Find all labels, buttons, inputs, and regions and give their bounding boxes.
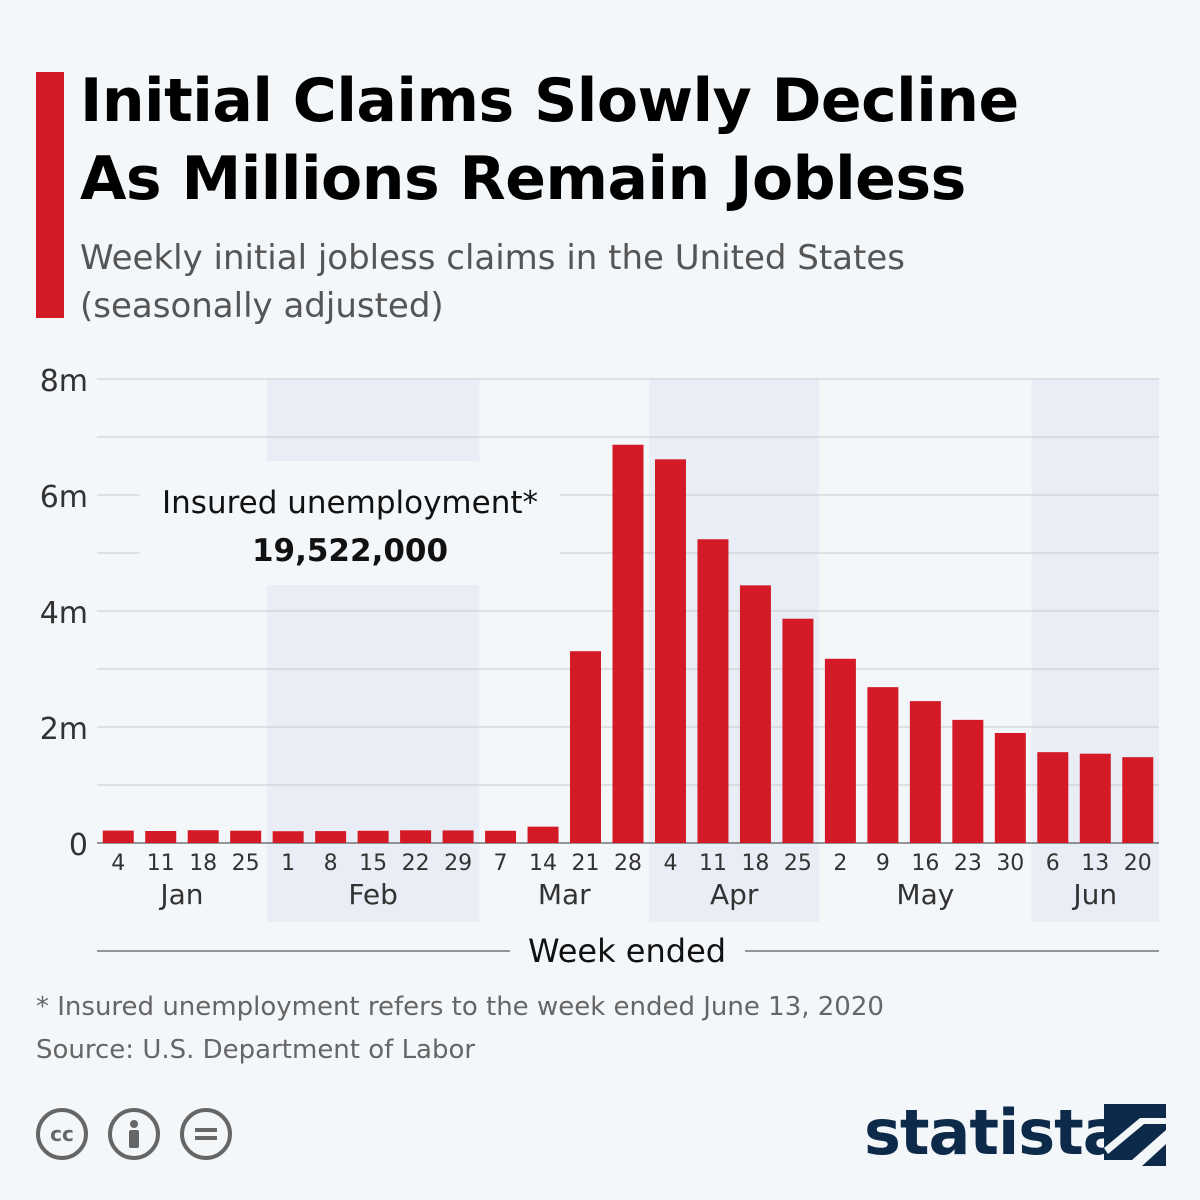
x-tick-label: 6 [1046, 851, 1060, 876]
x-tick-label: 9 [876, 851, 890, 876]
x-tick-label: 22 [402, 851, 430, 876]
bar [230, 830, 262, 843]
x-tick-label: 11 [699, 851, 727, 876]
cc-icon: cc [36, 1108, 88, 1160]
bar [527, 826, 559, 843]
bar [952, 719, 984, 843]
x-tick-label: 18 [189, 851, 217, 876]
x-tick-label: 8 [324, 851, 338, 876]
x-tick-label: 14 [529, 851, 557, 876]
bar [400, 830, 432, 843]
bar [272, 831, 304, 843]
bar [442, 830, 474, 843]
title-line-1: Initial Claims Slowly Decline [80, 66, 1019, 136]
bar [994, 732, 1026, 843]
x-tick-label: 1 [281, 851, 295, 876]
subtitle-line-2: (seasonally adjusted) [80, 286, 444, 326]
bar [782, 618, 814, 843]
x-tick-label: 13 [1081, 851, 1109, 876]
chart-subtitle: Weekly initial jobless claims in the Uni… [80, 234, 905, 330]
bar [357, 830, 389, 843]
subtitle-line-1: Weekly initial jobless claims in the Uni… [80, 238, 905, 278]
month-label: Mar [538, 878, 591, 911]
source: Source: U.S. Department of Labor [36, 1035, 476, 1065]
bar [824, 658, 856, 843]
x-tick-label: 16 [911, 851, 939, 876]
x-tick-label: 4 [111, 851, 125, 876]
x-tick-label: 25 [784, 851, 812, 876]
x-tick-label: 2 [833, 851, 847, 876]
month-band [266, 379, 480, 461]
bar [867, 687, 899, 843]
bar [1079, 753, 1111, 843]
x-tick-label: 28 [614, 851, 642, 876]
statista-logo: statista [864, 1096, 1125, 1169]
bar [1122, 757, 1154, 843]
x-tick-label: 4 [663, 851, 677, 876]
brand-text: statista [864, 1096, 1125, 1169]
bar [739, 585, 771, 843]
x-tick-label: 29 [444, 851, 472, 876]
x-tick-label: 23 [954, 851, 982, 876]
title-line-2: As Millions Remain Jobless [80, 144, 966, 214]
x-tick-label: 18 [741, 851, 769, 876]
bar [570, 651, 602, 843]
accent-bar [36, 72, 64, 318]
bar [612, 444, 644, 843]
y-tick-label: 2m [40, 712, 88, 747]
x-tick-label: 7 [494, 851, 508, 876]
no-derivatives-icon [180, 1108, 232, 1160]
month-band [266, 585, 480, 922]
annotation-label: Insured unemployment* [162, 485, 538, 521]
x-tick-label: 21 [572, 851, 600, 876]
bar [697, 539, 729, 843]
bar [909, 701, 941, 843]
footnote: * Insured unemployment refers to the wee… [36, 992, 884, 1022]
x-tick-label: 25 [232, 851, 260, 876]
bar [315, 831, 347, 843]
x-tick-label: 20 [1124, 851, 1152, 876]
bar [145, 830, 177, 843]
x-axis-label: Week ended [528, 932, 726, 970]
bar [102, 830, 134, 843]
x-tick-label: 30 [996, 851, 1024, 876]
y-tick-label: 8m [40, 364, 88, 399]
y-tick-label: 6m [40, 480, 88, 515]
month-label: Jun [1071, 878, 1117, 911]
bar [1037, 752, 1069, 843]
y-tick-label: 0 [69, 828, 88, 863]
bar [485, 830, 517, 843]
month-label: May [896, 878, 954, 911]
attribution-icon [108, 1108, 160, 1160]
month-label: Apr [710, 878, 759, 911]
bar [654, 459, 686, 843]
cc-text: cc [50, 1122, 74, 1146]
bar [187, 830, 219, 843]
statista-logo-mark [1104, 1104, 1166, 1166]
y-tick-label: 4m [40, 596, 88, 631]
x-tick-label: 11 [147, 851, 175, 876]
month-label: Feb [348, 878, 398, 911]
month-label: Jan [158, 878, 203, 911]
chart-title: Initial Claims Slowly Decline As Millions… [80, 62, 1019, 218]
x-tick-label: 15 [359, 851, 387, 876]
annotation-value: 19,522,000 [252, 533, 448, 569]
